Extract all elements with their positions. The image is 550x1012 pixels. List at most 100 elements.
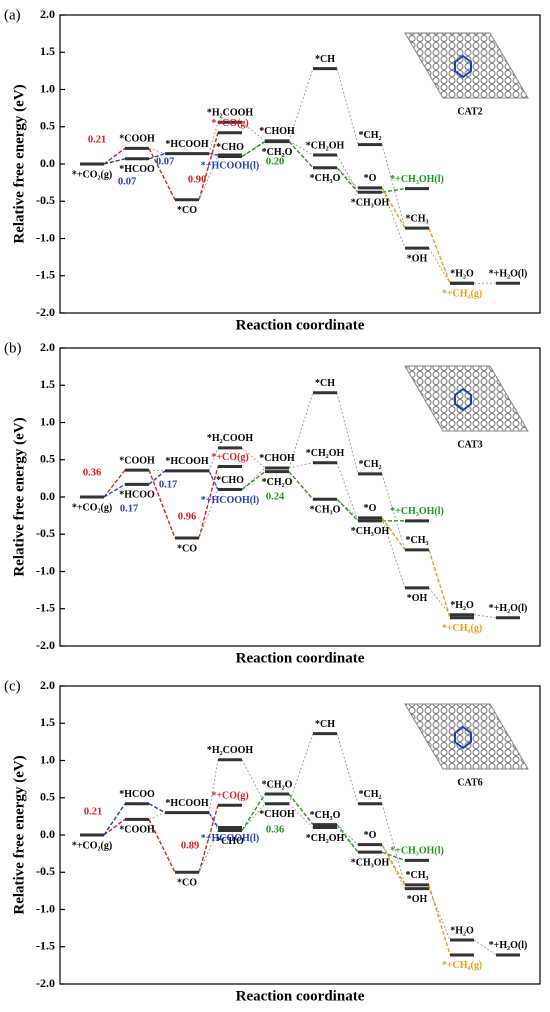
level-label: *+CO(g) xyxy=(211,118,248,129)
barrier-label: 0.90 xyxy=(188,174,206,185)
connector xyxy=(336,154,359,193)
connector xyxy=(336,392,359,475)
connector xyxy=(241,121,266,142)
level-label: *CH₃ xyxy=(406,535,429,546)
y-tick-label: -1.0 xyxy=(36,230,55,244)
level-label: *CO xyxy=(177,878,197,889)
catalyst-image xyxy=(404,32,529,99)
level-label: *+HCOOH(l) xyxy=(201,160,259,171)
connector xyxy=(336,68,359,145)
barrier-label: 0.36 xyxy=(266,824,284,835)
level-label: *+CH₄(g) xyxy=(442,960,482,971)
level-label: *+HCOOH(l) xyxy=(201,495,259,506)
y-tick-label: -1.5 xyxy=(36,268,55,282)
level-label: *CH₃O xyxy=(310,173,341,184)
connector xyxy=(103,158,126,165)
level-label: *HCOOH xyxy=(165,798,209,809)
level-label: *HCOO xyxy=(119,789,155,800)
connector xyxy=(473,614,497,619)
level-label: *H₂COOH xyxy=(207,108,254,119)
level-label: *OH xyxy=(407,894,428,905)
level-label: *CHOH xyxy=(259,126,295,137)
connector xyxy=(208,759,219,813)
y-tick-label: -2.0 xyxy=(36,638,55,652)
connector xyxy=(103,803,126,836)
level-label: *+CH₃OH(l) xyxy=(390,174,444,185)
barrier-label: 0.96 xyxy=(178,511,196,522)
level-label: *OH xyxy=(407,253,428,264)
level-label: *H₂COOH xyxy=(207,433,254,444)
x-axis-label: Reaction coordinate xyxy=(236,650,365,666)
connector xyxy=(381,844,406,889)
y-tick-label: -2.0 xyxy=(36,976,55,990)
level-label: *CH₃ xyxy=(406,213,429,224)
y-tick-label: -0.5 xyxy=(36,864,55,878)
panel-label: (c) xyxy=(4,678,21,694)
level-label: *CH₂O xyxy=(262,147,293,158)
barrier-label: 0.36 xyxy=(83,467,101,478)
connector xyxy=(336,498,359,522)
level-label: *CHOH xyxy=(259,453,295,464)
x-axis-label: Reaction coordinate xyxy=(236,988,365,1004)
connector xyxy=(148,469,166,472)
x-axis-label: Reaction coordinate xyxy=(236,317,365,333)
connector xyxy=(428,888,451,941)
connector xyxy=(241,141,266,158)
connector xyxy=(288,392,314,469)
level-label: *H₂COOH xyxy=(207,745,254,756)
catalyst-sheet xyxy=(404,703,529,770)
catalyst-label: CAT2 xyxy=(457,106,482,117)
barrier-label: 0.89 xyxy=(181,840,199,851)
barrier-label: 0.24 xyxy=(266,491,285,502)
y-tick-label: -1.0 xyxy=(36,563,55,577)
y-tick-label: -1.5 xyxy=(36,939,55,953)
level-label: *COOH xyxy=(119,134,155,145)
connector xyxy=(148,469,176,539)
catalyst-site xyxy=(454,725,472,750)
level-label: *O xyxy=(364,173,377,184)
connector xyxy=(208,470,219,490)
connector xyxy=(288,471,314,500)
y-tick-label: 1.0 xyxy=(40,752,55,766)
y-tick-label: 2.0 xyxy=(40,678,55,692)
level-label: *HCOO xyxy=(119,490,155,501)
connector xyxy=(208,470,219,490)
connector xyxy=(288,803,314,828)
connector xyxy=(241,793,266,831)
level-label: *O xyxy=(364,503,377,514)
connector xyxy=(428,549,451,618)
level-label: *+CO₂(g) xyxy=(72,169,112,180)
level-label: *CH₂OH xyxy=(306,833,345,844)
level-label: *CH₂ xyxy=(359,459,382,470)
panel-label: (b) xyxy=(4,340,22,356)
catalyst-site xyxy=(454,54,472,79)
connector xyxy=(148,819,176,873)
barrier-label: 0.21 xyxy=(88,134,106,145)
connector xyxy=(208,447,219,472)
level-label: *+H₂O(l) xyxy=(489,268,528,279)
connector xyxy=(428,587,451,615)
level-label: *CH₃O xyxy=(310,810,341,821)
connector xyxy=(381,473,406,551)
y-tick-label: 1.5 xyxy=(40,715,55,729)
level-label: *+CO₂(g) xyxy=(72,502,112,513)
level-label: *CH₂ xyxy=(359,130,382,141)
connector xyxy=(208,153,219,157)
y-tick-label: -1.5 xyxy=(36,601,55,615)
connector xyxy=(428,227,451,284)
y-tick-label: 0.5 xyxy=(40,790,55,804)
connector xyxy=(336,167,359,189)
catalyst-image xyxy=(404,365,529,432)
connector xyxy=(381,851,406,861)
level-label: *CH₃ xyxy=(406,870,429,881)
connector xyxy=(336,167,359,193)
level-label: *H₂O xyxy=(450,600,474,611)
level-label: *CH₃OH xyxy=(351,526,390,537)
y-tick-label: 0.0 xyxy=(40,156,55,170)
level-label: *COOH xyxy=(119,455,155,466)
y-tick-label: -1.0 xyxy=(36,901,55,915)
connector xyxy=(241,759,266,804)
connector xyxy=(428,247,451,284)
y-tick-label: 1.5 xyxy=(40,377,55,391)
connector xyxy=(103,147,126,165)
